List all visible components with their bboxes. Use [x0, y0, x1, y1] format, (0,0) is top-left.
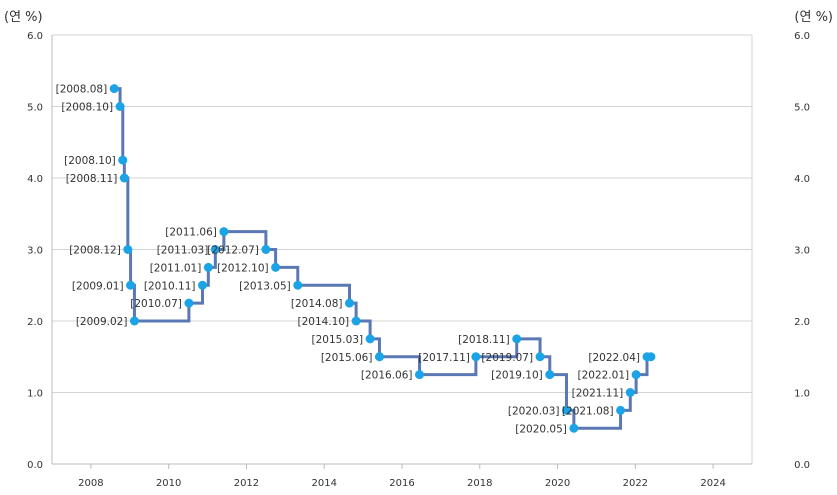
x-tick-label: 2024 [700, 478, 725, 489]
rate-change-marker [118, 155, 128, 165]
rate-change-date-label: [2008.10] [61, 102, 113, 114]
point-labels: [2008.08] [2008.10] [2008.10] [2008.11] [200… [56, 84, 640, 436]
rate-markers [109, 84, 656, 433]
right-y-tick-label: 2.0 [794, 317, 810, 328]
rate-change-marker [616, 405, 626, 415]
left-y-tick-label: 3.0 [27, 246, 43, 257]
right-y-tick-label: 3.0 [794, 246, 810, 257]
rate-change-date-label: [2014.10] [297, 316, 349, 328]
rate-change-date-label: [2009.02] [76, 316, 128, 328]
rate-change-date-label: [2008.08] [56, 84, 108, 96]
rate-change-marker [545, 370, 555, 380]
x-tick-label: 2016 [389, 478, 414, 489]
rate-change-date-label: [2014.08] [291, 298, 343, 310]
rate-change-marker [109, 84, 119, 94]
right-y-tick-label: 6.0 [794, 31, 810, 42]
rate-change-marker [569, 423, 579, 433]
rate-change-marker [365, 334, 375, 344]
right-y-tick-label: 5.0 [794, 103, 810, 114]
right-y-tick-label: 1.0 [794, 389, 810, 400]
rate-change-marker [203, 262, 213, 272]
rate-change-date-label: [2016.06] [361, 370, 413, 382]
rate-change-marker [512, 334, 522, 344]
rate-series [114, 87, 651, 430]
rate-change-marker [184, 298, 194, 308]
rate-change-date-label: [2019.07] [481, 352, 533, 364]
rate-change-date-label: [2011.03] [157, 245, 209, 257]
x-tick-label: 2010 [156, 478, 181, 489]
rate-change-date-label: [2019.10] [491, 370, 543, 382]
x-tick-label: 2022 [623, 478, 648, 489]
rate-change-date-label: [2012.07] [207, 245, 259, 257]
rate-change-marker [115, 102, 125, 111]
rate-change-marker [198, 280, 207, 290]
x-tick-label: 2020 [545, 478, 570, 489]
rate-change-date-label: [2018.11] [458, 334, 510, 346]
rate-step-line [114, 87, 651, 430]
rate-change-date-label: [2011.06] [165, 227, 217, 239]
rate-change-date-label: [2022.04] [588, 352, 640, 364]
rate-change-date-label: [2009.01] [72, 280, 124, 292]
right-axis-unit: (연 %) [794, 10, 833, 25]
rate-change-marker [129, 316, 139, 326]
rate-change-date-label: [2015.03] [311, 334, 363, 346]
rate-change-marker [219, 227, 229, 237]
rate-change-marker [471, 352, 481, 362]
rate-change-marker [374, 352, 384, 362]
rate-change-marker [210, 245, 220, 254]
rate-change-marker [646, 352, 656, 362]
rate-change-marker [119, 173, 129, 183]
rate-change-date-label: [2012.10] [217, 262, 269, 274]
rate-change-marker [271, 262, 281, 272]
rate-change-marker [293, 280, 303, 290]
left-y-tick-label: 1.0 [27, 389, 43, 400]
rate-change-marker [123, 245, 133, 254]
plot-frame [51, 35, 753, 465]
rate-change-date-label: [2020.03] [508, 405, 560, 417]
rate-change-date-label: [2021.11] [572, 388, 624, 400]
right-y-tick-label: 4.0 [794, 174, 810, 185]
rate-change-date-label: [2010.11] [144, 280, 196, 292]
left-y-tick-labels: 0.0 1.0 2.0 3.0 4.0 5.0 6.0 [27, 31, 43, 471]
rate-change-marker [415, 370, 424, 380]
rate-change-date-label: [2013.05] [239, 280, 291, 292]
x-tick-label: 2012 [234, 478, 259, 489]
rate-change-marker [126, 280, 136, 290]
x-tick-label: 2008 [78, 478, 103, 489]
rate-change-date-label: [2010.07] [130, 298, 182, 310]
right-y-tick-label: 0.0 [794, 460, 810, 471]
rate-change-date-label: [2008.12] [69, 245, 121, 257]
left-y-tick-label: 0.0 [27, 460, 43, 471]
left-y-tick-label: 4.0 [27, 174, 43, 185]
rate-change-date-label: [2015.06] [321, 352, 373, 364]
rate-change-marker [625, 388, 635, 397]
rate-change-marker [631, 370, 641, 380]
rate-change-marker [562, 405, 571, 415]
right-y-tick-labels: 0.0 1.0 2.0 3.0 4.0 5.0 6.0 [794, 31, 810, 471]
x-tick-label: 2014 [311, 478, 336, 489]
left-y-tick-label: 2.0 [27, 317, 43, 328]
rate-change-marker [351, 316, 361, 326]
rate-change-date-label: [2008.11] [66, 173, 118, 185]
rate-change-date-label: [2020.05] [515, 423, 567, 435]
x-tick-labels: 2008 2010 2012 2014 2016 2018 2020 2022 2024 [78, 478, 726, 489]
rate-change-date-label: [2017.11] [418, 352, 470, 364]
left-y-tick-label: 6.0 [27, 31, 43, 42]
rate-change-marker [345, 298, 354, 308]
left-y-tick-label: 5.0 [27, 103, 43, 114]
x-tick-label: 2018 [467, 478, 492, 489]
rate-change-date-label: [2008.10] [64, 155, 116, 167]
rate-change-date-label: [2011.01] [150, 262, 202, 274]
rate-change-marker [261, 245, 271, 254]
left-axis-unit: (연 %) [4, 10, 43, 25]
rate-change-date-label: [2022.01] [577, 370, 629, 382]
rate-change-date-label: [2021.08] [562, 405, 614, 417]
rate-change-marker [535, 352, 545, 362]
